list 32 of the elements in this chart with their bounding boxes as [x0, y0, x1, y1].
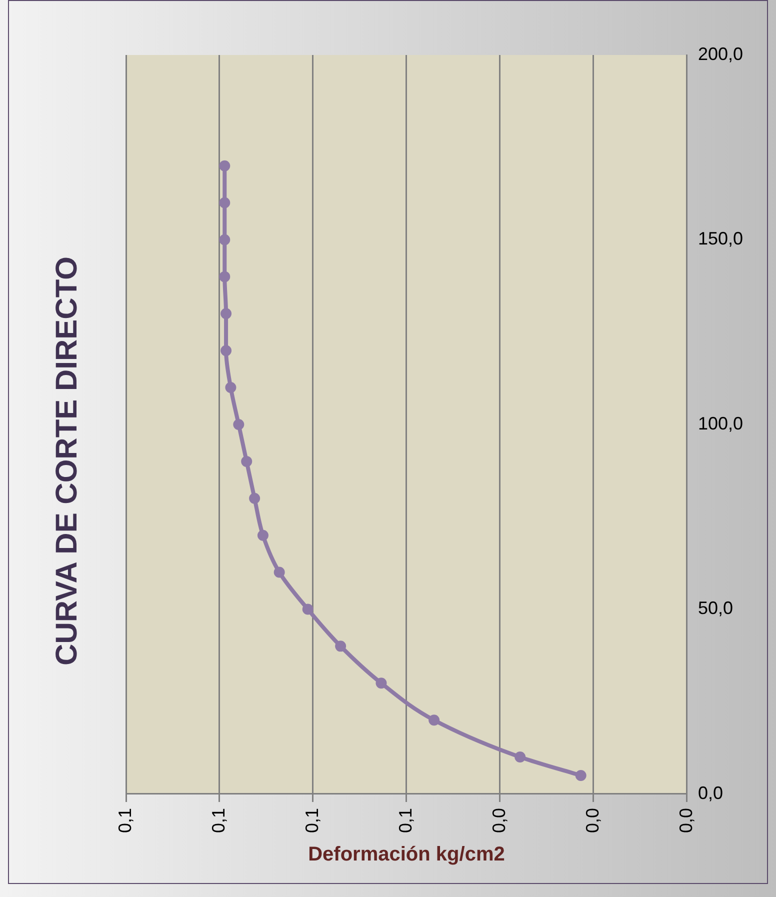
point [335, 640, 346, 652]
x-tick-label: 0,1 [208, 808, 228, 834]
point [225, 382, 236, 394]
x-tick-label: 0,1 [114, 808, 135, 834]
x-tick-label: 0,1 [395, 808, 416, 834]
point [219, 234, 230, 246]
x-tick-label: 0,0 [676, 808, 696, 834]
point [241, 456, 252, 467]
point [219, 197, 230, 208]
point [514, 752, 526, 763]
point [376, 678, 387, 689]
y-tick-label: 100,0 [698, 413, 744, 434]
text: CURVA DE CORTE DIRECTO [50, 256, 84, 666]
point [428, 714, 440, 726]
y-tick-label: 150,0 [698, 228, 744, 249]
point [249, 492, 260, 504]
y-tick-label: 200,0 [698, 44, 744, 64]
point [575, 770, 586, 782]
point [274, 566, 285, 578]
point [219, 271, 230, 282]
x-tick-label: 0,1 [302, 808, 322, 834]
point [220, 308, 232, 320]
point [219, 160, 230, 172]
y-tick-label: 50,0 [698, 598, 734, 618]
x-tick-label: 0,0 [582, 808, 602, 834]
x-tick-label: 0,0 [488, 808, 509, 834]
y-tick-label: 0,0 [698, 782, 723, 803]
point [220, 345, 232, 356]
point [257, 530, 268, 541]
point [233, 418, 244, 430]
x-axis-title: Deformación kg/cm2 [308, 844, 505, 866]
point [302, 604, 314, 615]
